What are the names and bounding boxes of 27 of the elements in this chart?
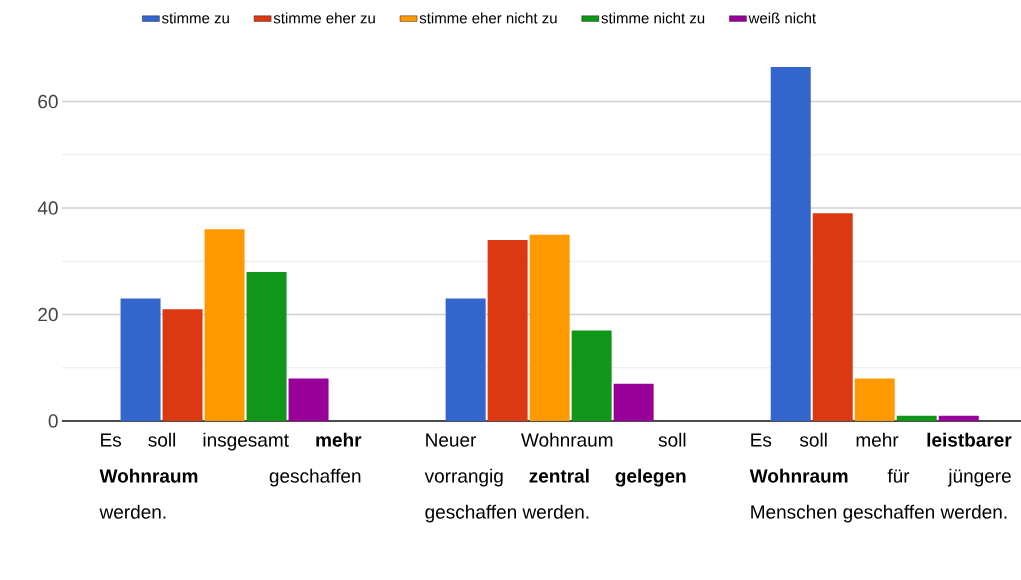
bar xyxy=(204,229,245,421)
category-label: Neuer Wohnraum soll vorrangig zentral gelegen geschaffen werden. xyxy=(424,432,686,523)
bar xyxy=(770,66,811,421)
bar xyxy=(120,298,161,421)
bar xyxy=(487,239,528,421)
legend-label: weiß nicht xyxy=(748,12,816,24)
legend-label: stimme eher zu xyxy=(273,12,375,24)
bar xyxy=(529,234,570,421)
y-tick-label: 0 xyxy=(48,414,58,428)
y-tick-label: 60 xyxy=(38,94,58,109)
category-label: Es soll mehr leistbarer Wohnraum für jüngere Menschen geschaffen werden. xyxy=(749,432,1012,523)
bar xyxy=(812,213,853,421)
bar xyxy=(162,309,203,421)
legend-label: stimme nicht zu xyxy=(601,12,705,24)
y-tick-label: 20 xyxy=(38,307,58,322)
legend-label: stimme zu xyxy=(161,12,229,24)
legend-label: stimme eher nicht zu xyxy=(419,12,557,24)
bar xyxy=(896,415,937,421)
category-label: Es soll insgesamt mehr Wohnraum geschaffen werden. xyxy=(99,432,362,519)
bar xyxy=(854,378,895,421)
bar xyxy=(288,378,329,421)
bar xyxy=(613,383,654,421)
y-tick-label: 40 xyxy=(37,201,58,215)
bar xyxy=(246,271,287,421)
bar xyxy=(445,298,486,421)
bar xyxy=(938,415,979,421)
bar xyxy=(571,330,612,421)
